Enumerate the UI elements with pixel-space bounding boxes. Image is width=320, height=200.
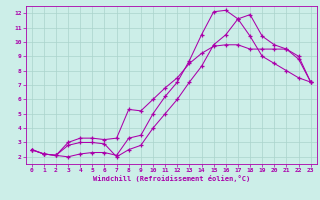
X-axis label: Windchill (Refroidissement éolien,°C): Windchill (Refroidissement éolien,°C) xyxy=(92,175,250,182)
